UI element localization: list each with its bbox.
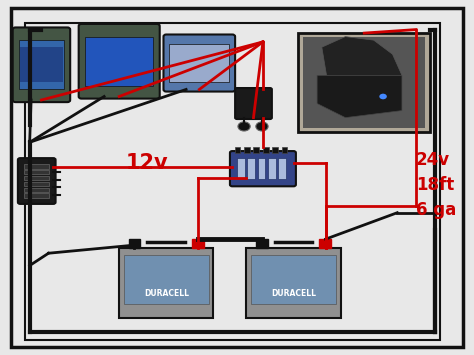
Bar: [303, 37, 426, 128]
Circle shape: [256, 122, 268, 131]
Bar: [237, 158, 245, 179]
FancyBboxPatch shape: [164, 34, 235, 92]
FancyBboxPatch shape: [13, 27, 70, 102]
Bar: [244, 147, 250, 153]
Bar: [268, 158, 276, 179]
Bar: [256, 239, 268, 248]
Text: DURACELL: DURACELL: [144, 289, 189, 298]
Polygon shape: [322, 37, 402, 75]
Text: DURACELL: DURACELL: [271, 289, 316, 298]
Bar: [273, 147, 278, 153]
Bar: [258, 158, 265, 179]
Bar: [278, 158, 286, 179]
Bar: [254, 147, 259, 153]
Bar: [119, 248, 213, 318]
Bar: [263, 147, 269, 153]
Bar: [24, 170, 49, 174]
Circle shape: [379, 94, 387, 99]
Bar: [169, 44, 229, 82]
Bar: [24, 164, 49, 169]
Text: 12v: 12v: [126, 153, 169, 173]
Bar: [298, 33, 430, 132]
FancyBboxPatch shape: [18, 158, 55, 204]
Bar: [85, 37, 153, 86]
Bar: [25, 22, 439, 339]
Bar: [235, 147, 240, 153]
Bar: [192, 239, 204, 248]
FancyBboxPatch shape: [235, 88, 272, 119]
Bar: [247, 158, 255, 179]
Bar: [24, 187, 49, 192]
Bar: [20, 47, 63, 82]
FancyBboxPatch shape: [230, 151, 296, 186]
Bar: [319, 239, 331, 248]
Bar: [128, 239, 140, 248]
Bar: [251, 255, 336, 304]
Bar: [124, 255, 209, 304]
Bar: [19, 40, 64, 89]
FancyBboxPatch shape: [79, 24, 160, 99]
Bar: [246, 248, 341, 318]
Text: 24v
18ft
6 ga: 24v 18ft 6 ga: [416, 151, 456, 219]
Bar: [24, 176, 49, 180]
Bar: [24, 193, 49, 198]
Circle shape: [238, 122, 250, 131]
Bar: [24, 182, 49, 186]
Bar: [282, 147, 287, 153]
Polygon shape: [317, 75, 402, 118]
